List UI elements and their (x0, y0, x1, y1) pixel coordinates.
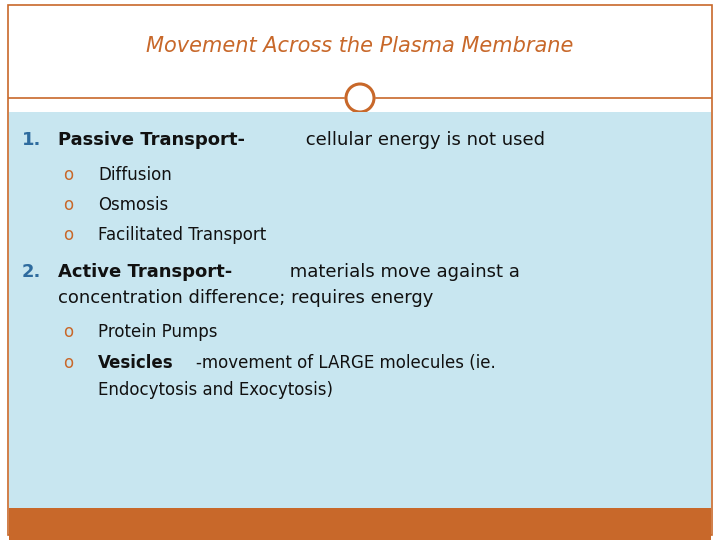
Text: cellular energy is not used: cellular energy is not used (300, 131, 545, 149)
Text: 2.: 2. (22, 263, 41, 281)
Text: 1.: 1. (22, 131, 41, 149)
FancyBboxPatch shape (9, 6, 711, 81)
Text: Endocytosis and Exocytosis): Endocytosis and Exocytosis) (98, 381, 333, 399)
Text: o: o (63, 196, 73, 214)
Text: Active Transport-: Active Transport- (58, 263, 233, 281)
Text: o: o (63, 226, 73, 244)
Text: Osmosis: Osmosis (98, 196, 168, 214)
Text: o: o (63, 323, 73, 341)
Text: Facilitated Transport: Facilitated Transport (98, 226, 266, 244)
Text: Diffusion: Diffusion (98, 166, 172, 184)
Text: -movement of LARGE molecules (ie.: -movement of LARGE molecules (ie. (196, 354, 495, 372)
FancyBboxPatch shape (9, 112, 711, 508)
Text: Movement Across the Plasma Membrane: Movement Across the Plasma Membrane (146, 36, 574, 56)
Text: Protein Pumps: Protein Pumps (98, 323, 217, 341)
Text: o: o (63, 354, 73, 372)
FancyBboxPatch shape (9, 508, 711, 540)
Text: o: o (63, 166, 73, 184)
Text: concentration difference; requires energy: concentration difference; requires energ… (58, 289, 433, 307)
Text: materials move against a: materials move against a (284, 263, 520, 281)
Text: Passive Transport-: Passive Transport- (58, 131, 245, 149)
Text: Vesicles: Vesicles (98, 354, 174, 372)
